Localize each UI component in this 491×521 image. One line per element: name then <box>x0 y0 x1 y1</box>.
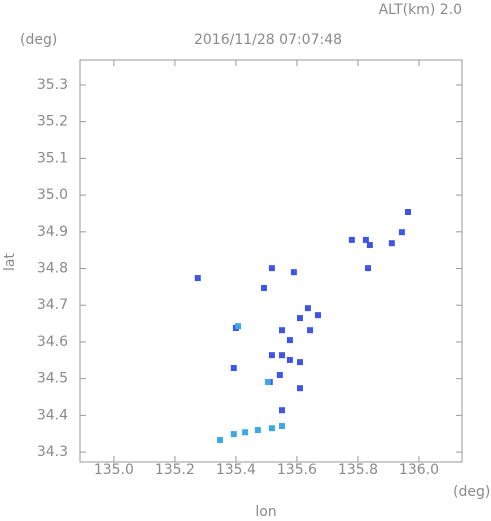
echo-point <box>278 327 285 334</box>
y-tick-label: 35.0 <box>37 187 68 203</box>
y-tick-label: 34.4 <box>37 407 68 423</box>
x-tick-label: 135.2 <box>155 462 195 478</box>
echo-point <box>230 431 237 438</box>
echo-point <box>260 284 267 291</box>
altitude-label: ALT(km) 2.0 <box>379 2 462 18</box>
x-tick-label: 135.6 <box>277 462 317 478</box>
y-tick-label: 34.3 <box>37 444 68 460</box>
echo-point <box>296 315 303 322</box>
y-tick-label: 35.2 <box>37 114 68 130</box>
y-tick-label: 34.7 <box>37 297 68 313</box>
x-axis-label: lon <box>255 504 276 520</box>
x-tick-label: 136.0 <box>399 462 439 478</box>
plot-frame <box>79 59 463 463</box>
echo-point <box>217 436 224 443</box>
echo-point <box>304 305 311 312</box>
chart-title: 2016/11/28 07:07:48 <box>194 32 342 48</box>
echo-point <box>268 425 275 432</box>
echo-point <box>362 236 369 243</box>
echo-point <box>286 337 293 344</box>
echo-point <box>194 275 201 282</box>
echo-point <box>268 265 275 272</box>
echo-point <box>268 352 275 359</box>
x-tick-label: 135.4 <box>216 462 256 478</box>
echo-point <box>404 208 411 215</box>
echo-point <box>296 385 303 392</box>
echo-point <box>242 429 249 436</box>
x-tick-label: 135.8 <box>338 462 378 478</box>
echo-point <box>276 371 283 378</box>
echo-point <box>278 423 285 430</box>
echo-point <box>366 242 373 249</box>
x-tick-label: 135.0 <box>94 462 134 478</box>
y-tick-label: 34.5 <box>37 371 68 387</box>
echo-point <box>254 427 261 434</box>
echo-point <box>286 356 293 363</box>
y-unit: (deg) <box>20 32 57 48</box>
y-tick-label: 34.9 <box>37 224 68 240</box>
y-tick-label: 34.6 <box>37 334 68 350</box>
echo-point <box>264 378 271 385</box>
echo-point <box>235 323 242 330</box>
echo-point <box>307 327 314 334</box>
echo-point <box>365 265 372 272</box>
y-tick-label: 34.8 <box>37 261 68 277</box>
echo-point <box>314 312 321 319</box>
echo-point <box>278 352 285 359</box>
y-tick-label: 35.3 <box>37 77 68 93</box>
y-axis-label: lat <box>2 253 18 271</box>
echo-point <box>348 236 355 243</box>
echo-point <box>230 365 237 372</box>
echo-point <box>278 407 285 414</box>
y-tick-label: 35.1 <box>37 150 68 166</box>
echo-point <box>290 269 297 276</box>
echo-point <box>398 229 405 236</box>
echo-point <box>296 359 303 366</box>
echo-point <box>388 240 395 247</box>
x-unit: (deg) <box>453 484 490 500</box>
